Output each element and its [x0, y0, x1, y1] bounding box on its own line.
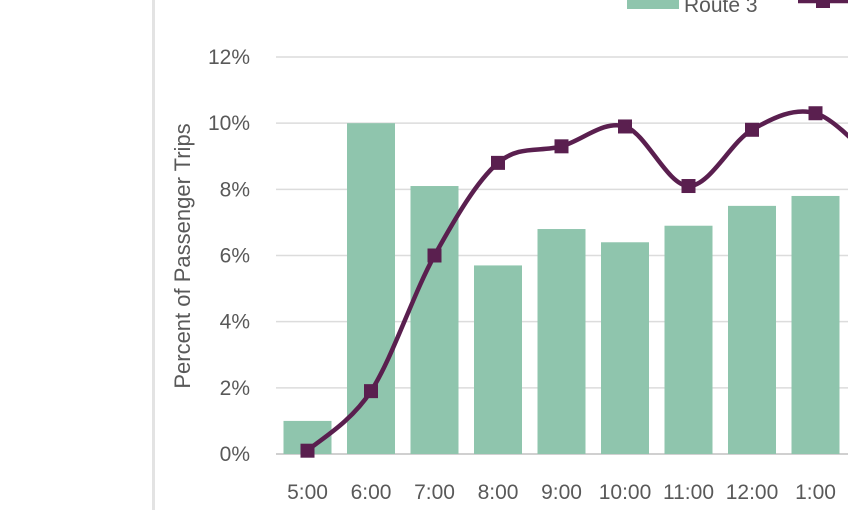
bar — [474, 265, 522, 454]
x-tick-label: 6:00 — [351, 481, 392, 504]
x-tick-label: 10:00 — [599, 481, 652, 504]
y-tick-label: 4% — [220, 311, 250, 334]
legend-swatch-bar — [627, 0, 679, 9]
line-point-marker — [364, 384, 378, 398]
y-tick-label: 12% — [208, 46, 250, 69]
x-tick-label: 5:00 — [287, 481, 328, 504]
bar — [792, 196, 840, 454]
y-tick-label: 2% — [220, 377, 250, 400]
y-tick-label: 10% — [208, 112, 250, 135]
bar-series — [284, 123, 840, 454]
x-tick-label: 1:00 — [795, 481, 836, 504]
x-tick-labels: 5:00 6:00 7:00 8:00 9:00 10:00 11:00 12:00 1:00 — [287, 481, 836, 504]
line-point-marker — [301, 444, 315, 458]
bar — [665, 226, 713, 454]
line-point-marker — [428, 249, 442, 263]
x-tick-label: 8:00 — [478, 481, 519, 504]
legend-label: Route 3 — [684, 0, 758, 17]
x-tick-label: 9:00 — [541, 481, 582, 504]
panel-divider — [152, 0, 155, 510]
x-tick-label: 7:00 — [414, 481, 455, 504]
line-point-marker — [491, 156, 505, 170]
y-axis-label: Percent of Passenger Trips — [170, 123, 195, 388]
bar — [601, 242, 649, 454]
line-point-marker — [555, 139, 569, 153]
bar — [728, 206, 776, 454]
bar — [538, 229, 586, 454]
legend: Route 3 — [627, 0, 848, 17]
y-tick-label: 8% — [220, 178, 250, 201]
bar — [347, 123, 395, 454]
line-point-marker — [618, 119, 632, 133]
x-tick-label: 12:00 — [726, 481, 779, 504]
y-tick-label: 0% — [220, 443, 250, 466]
line-point-marker — [682, 179, 696, 193]
line-point-marker — [745, 123, 759, 137]
y-tick-labels: 0% 2% 4% 6% 8% 10% 12% — [208, 46, 250, 466]
legend-swatch-marker — [816, 0, 830, 8]
line-point-marker — [809, 106, 823, 120]
x-tick-label: 11:00 — [663, 481, 714, 504]
y-tick-label: 6% — [220, 245, 250, 268]
